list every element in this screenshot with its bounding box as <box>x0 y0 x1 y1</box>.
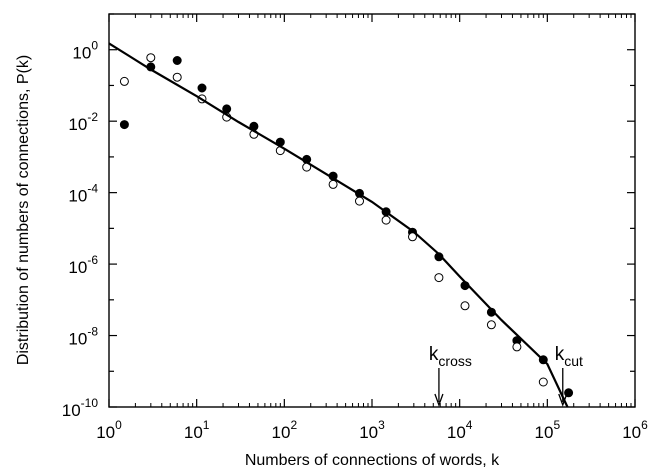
x-tick-label: 103 <box>359 418 385 442</box>
x-tick-label: 102 <box>272 418 298 442</box>
annotation-arrow-head <box>434 393 444 407</box>
open-data-point <box>119 76 129 86</box>
y-tick-label: 10-6 <box>68 253 98 277</box>
open-data-point <box>538 377 548 387</box>
y-tick-label: 10-4 <box>68 182 98 206</box>
filled-data-point <box>172 56 182 65</box>
plot-marks <box>108 42 574 408</box>
y-tick-label: 10-10 <box>62 396 99 420</box>
y-axis-label: Distribution of numbers of connections, … <box>15 55 32 365</box>
y-tick-label: 10-8 <box>68 325 98 349</box>
x-tick-label: 106 <box>622 418 648 442</box>
open-data-point <box>408 232 417 242</box>
open-data-point <box>172 72 182 82</box>
open-data-point <box>434 273 444 283</box>
x-tick-label: 104 <box>447 418 473 442</box>
open-data-point <box>460 301 470 311</box>
open-data-point <box>146 53 156 63</box>
x-axis-label: Numbers of connections of words, k <box>245 452 500 469</box>
annotations: kcross kcut <box>429 344 583 407</box>
x-tick-label: 100 <box>96 418 122 442</box>
open-data-point <box>328 179 338 189</box>
filled-data-point <box>197 83 207 93</box>
x-tick-label: 101 <box>184 418 210 442</box>
annotation-cut: kcut <box>555 344 583 369</box>
open-data-point <box>486 320 496 330</box>
annotation-cross: kcross <box>429 344 472 369</box>
fit-curve <box>108 42 569 408</box>
annotation-arrow-head <box>558 393 568 407</box>
y-axis: 100 10-2 10-4 10-6 10-8 10-10 <box>62 13 635 420</box>
open-data-point <box>355 196 364 206</box>
y-tick-label: 100 <box>72 39 98 63</box>
x-tick-label: 105 <box>535 418 561 442</box>
open-data-point <box>512 342 522 352</box>
open-data-point <box>381 215 391 225</box>
filled-data-point <box>119 120 129 130</box>
y-tick-label: 10-2 <box>68 110 98 134</box>
